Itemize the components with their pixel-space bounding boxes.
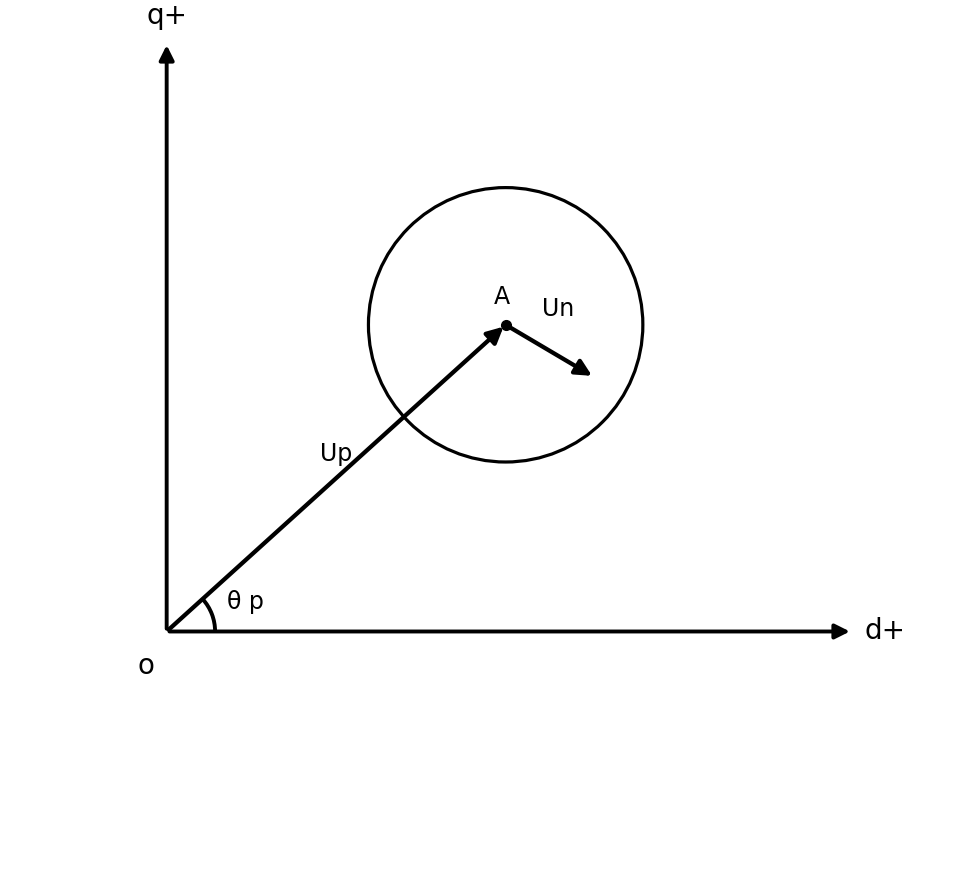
Text: θ p: θ p (227, 590, 264, 613)
Text: Up: Up (320, 442, 352, 466)
Text: A: A (493, 284, 510, 309)
Text: q+: q+ (146, 3, 187, 31)
Text: Un: Un (542, 297, 574, 321)
Text: o: o (138, 652, 155, 680)
Text: d+: d+ (864, 618, 905, 646)
